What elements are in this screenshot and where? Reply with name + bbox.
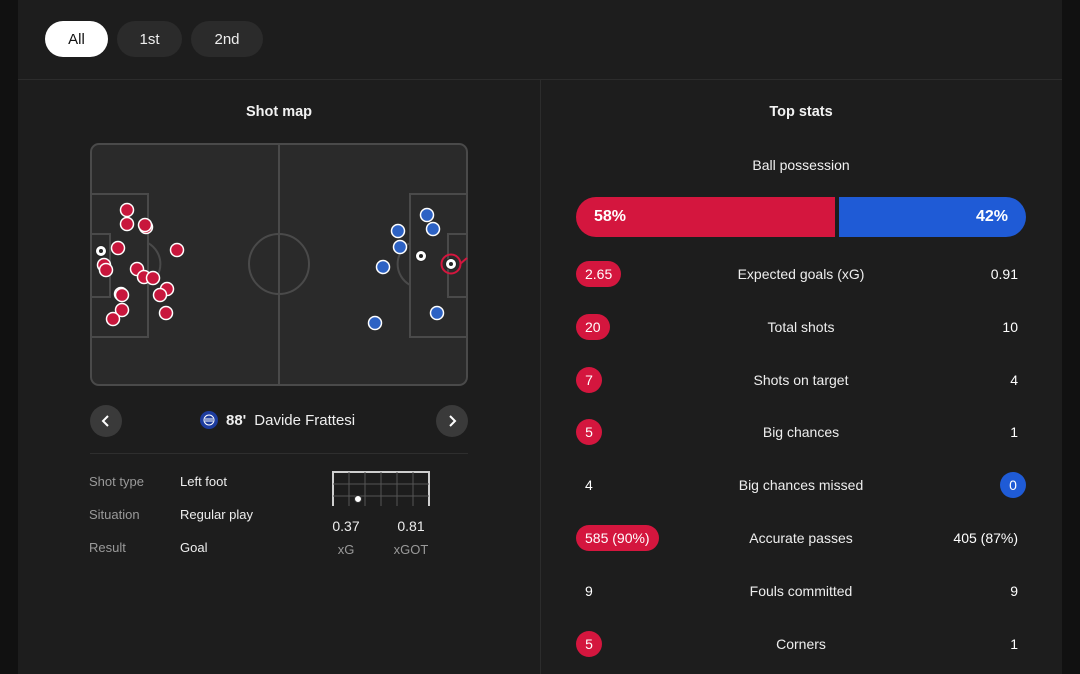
xg-label: xG: [337, 542, 355, 557]
stat-row: 5 Corners 1: [576, 631, 1026, 659]
xgot-value: 0.81: [397, 518, 425, 534]
stat-label: Shots on target: [753, 372, 849, 388]
xg-value: 0.37: [332, 518, 360, 534]
tab-all[interactable]: All: [45, 21, 108, 57]
home-shot-marker[interactable]: [98, 262, 114, 278]
away-shot-marker[interactable]: [429, 305, 445, 321]
xg-stat: 0.37 xG: [326, 518, 366, 557]
detail-value: Goal: [180, 540, 208, 555]
stat-home-value: 9: [585, 583, 593, 599]
stat-home-value: 5: [576, 419, 602, 445]
stat-row: 4 Big chances missed 0: [576, 472, 1026, 500]
detail-value: Left foot: [180, 474, 227, 489]
stat-home-value: 585 (90%): [576, 525, 659, 551]
stat-home-value: 5: [576, 631, 602, 657]
stat-away-value: 0: [1000, 472, 1026, 498]
stat-label: Total shots: [767, 319, 835, 335]
home-shot-marker[interactable]: [114, 287, 130, 303]
stat-home-value: 4: [585, 477, 593, 493]
chevron-right-icon: [449, 415, 457, 427]
home-shot-marker[interactable]: [110, 240, 126, 256]
next-shot-button[interactable]: [436, 405, 468, 437]
stat-row: 9 Fouls committed 9: [576, 578, 1026, 606]
shot-map-title: Shot map: [245, 104, 313, 120]
away-goal-marker[interactable]: [415, 250, 427, 262]
possession-home-bar: 58%: [576, 197, 835, 237]
home-shot-marker[interactable]: [137, 217, 153, 233]
stat-row: 2.65 Expected goals (xG) 0.91: [576, 261, 1026, 289]
possession-label: Ball possession: [752, 157, 850, 173]
possession-home-value: 58%: [594, 208, 627, 225]
selected-goal-marker[interactable]: [440, 253, 468, 275]
stat-away-value: 9: [1010, 583, 1018, 599]
home-shot-marker[interactable]: [119, 216, 135, 232]
goal-frame-icon: [331, 470, 431, 506]
stat-row: 5 Big chances 1: [576, 419, 1026, 447]
possession-away-bar: 42%: [839, 197, 1026, 237]
stat-away-value: 10: [1002, 319, 1018, 335]
away-shot-marker[interactable]: [390, 223, 406, 239]
detail-situation: Situation Regular play: [89, 507, 253, 522]
shot-details-divider: [90, 453, 468, 454]
tab-second-half[interactable]: 2nd: [191, 21, 263, 57]
detail-key: Result: [89, 540, 126, 555]
away-shot-marker[interactable]: [425, 221, 441, 237]
home-shot-marker[interactable]: [169, 242, 185, 258]
stat-label: Big chances missed: [738, 477, 864, 493]
shot-minute: 88': [226, 411, 247, 429]
previous-shot-button[interactable]: [90, 405, 122, 437]
stat-home-value: 7: [576, 367, 602, 393]
stat-label: Expected goals (xG): [737, 266, 865, 282]
stat-row: 20 Total shots 10: [576, 314, 1026, 342]
stat-away-value: 4: [1010, 372, 1018, 388]
stat-home-value: 2.65: [576, 261, 622, 287]
away-shot-marker[interactable]: [367, 315, 383, 331]
stat-away-value: 405 (87%): [953, 530, 1018, 546]
home-shot-marker[interactable]: [114, 302, 130, 318]
selected-shot-player: 88' Davide Frattesi: [200, 411, 355, 429]
home-shot-marker[interactable]: [145, 270, 161, 286]
home-shot-marker[interactable]: [152, 287, 168, 303]
stat-label: Corners: [776, 636, 826, 652]
home-shot-marker[interactable]: [158, 305, 174, 321]
home-shot-marker[interactable]: [105, 311, 121, 327]
detail-key: Shot type: [89, 474, 144, 489]
stat-row: 7 Shots on target 4: [576, 367, 1026, 395]
detail-value: Regular play: [180, 507, 253, 522]
away-shot-marker[interactable]: [392, 239, 408, 255]
inter-club-icon: [200, 411, 218, 429]
chevron-left-icon: [101, 415, 109, 427]
detail-shot-type: Shot type Left foot: [89, 474, 227, 489]
stat-away-value: 1: [1010, 636, 1018, 652]
stat-label: Big chances: [762, 424, 840, 440]
detail-result: Result Goal: [89, 540, 207, 555]
home-goal-marker[interactable]: [95, 245, 107, 257]
period-tabs: All 1st 2nd: [45, 21, 263, 57]
home-shot-marker[interactable]: [119, 202, 135, 218]
possession-away-value: 42%: [975, 208, 1008, 225]
stat-label: Fouls committed: [749, 583, 853, 599]
stat-away-value: 1: [1010, 424, 1018, 440]
possession-bar: 58% 42%: [576, 197, 1026, 237]
xgot-stat: 0.81 xGOT: [388, 518, 434, 557]
stat-away-value: 0.91: [990, 266, 1018, 282]
tab-first-half[interactable]: 1st: [117, 21, 182, 57]
xgot-label: xGOT: [393, 542, 429, 557]
stat-row: 585 (90%) Accurate passes 405 (87%): [576, 525, 1026, 553]
away-shot-marker[interactable]: [419, 207, 435, 223]
column-divider: [540, 80, 541, 674]
stat-home-value: 20: [576, 314, 610, 340]
shot-map-pitch: [90, 143, 468, 386]
shot-player-name: Davide Frattesi: [254, 411, 356, 429]
away-shot-marker[interactable]: [375, 259, 391, 275]
stat-label: Accurate passes: [749, 530, 853, 546]
top-stats-title: Top stats: [769, 104, 833, 120]
detail-key: Situation: [89, 507, 140, 522]
